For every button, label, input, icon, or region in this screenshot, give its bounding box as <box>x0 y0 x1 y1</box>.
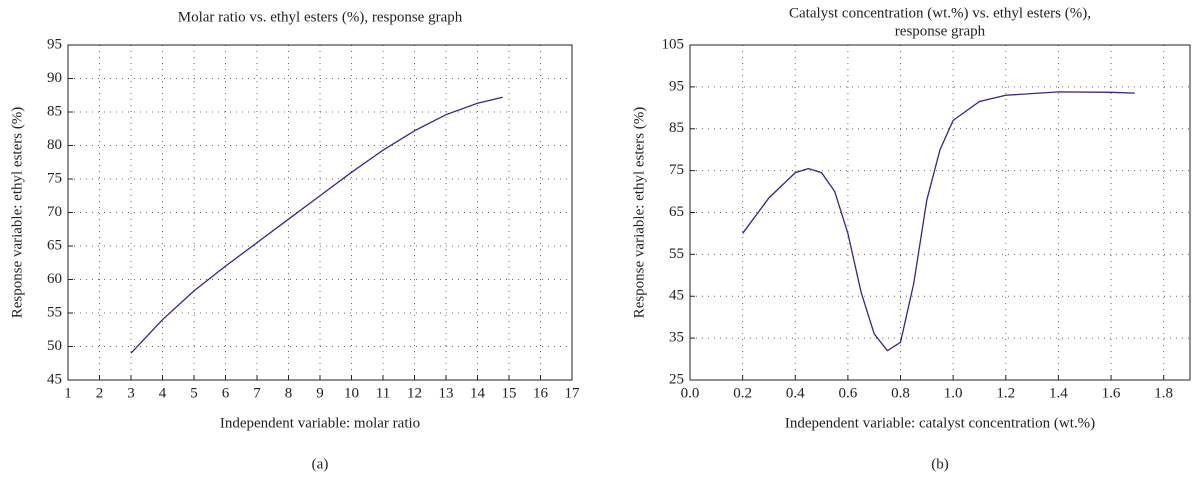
y-tick-label: 85 <box>47 103 62 119</box>
y-tick-label: 95 <box>669 78 684 94</box>
x-tick-label: 13 <box>439 385 454 401</box>
x-tick-label: 15 <box>502 385 517 401</box>
y-tick-label: 90 <box>47 70 62 86</box>
y-tick-label: 65 <box>669 204 684 220</box>
y-tick-label: 45 <box>669 288 684 304</box>
y-axis-label: Response variable: ethyl esters (%) <box>9 107 25 319</box>
chart-title: Catalyst concentration (wt.%) vs. ethyl … <box>789 5 1091 21</box>
plot-frame <box>67 44 573 381</box>
y-tick-label: 75 <box>669 162 684 178</box>
y-tick-label: 80 <box>47 137 62 153</box>
x-tick-label: 9 <box>316 385 324 401</box>
x-tick-label: 17 <box>565 385 581 401</box>
x-tick-label: 1.4 <box>1049 385 1068 401</box>
y-tick-label: 70 <box>47 204 62 220</box>
y-tick-label: 75 <box>47 170 62 186</box>
x-tick-label: 1.6 <box>1102 385 1121 401</box>
y-tick-label: 105 <box>662 36 685 52</box>
x-tick-label: 5 <box>190 385 198 401</box>
x-tick-label: 0.6 <box>839 385 858 401</box>
panel-label: (a) <box>312 456 329 472</box>
x-tick-label: 4 <box>159 385 167 401</box>
x-tick-label: 1.0 <box>944 385 963 401</box>
x-tick-label: 7 <box>253 385 261 401</box>
y-tick-label: 60 <box>47 271 62 287</box>
data-line <box>742 91 1135 352</box>
x-axis-label: Independent variable: catalyst concentra… <box>785 415 1095 431</box>
panel-label: (b) <box>931 456 949 472</box>
x-axis-label: Independent variable: molar ratio <box>220 415 420 431</box>
x-tick-label: 6 <box>222 385 230 401</box>
x-tick-label: 1.8 <box>1154 385 1173 401</box>
x-tick-label: 0.4 <box>786 385 805 401</box>
data-line <box>130 96 503 354</box>
x-tick-label: 3 <box>127 385 135 401</box>
x-tick-label: 0.0 <box>681 385 700 401</box>
x-tick-label: 8 <box>285 385 293 401</box>
y-tick-label: 45 <box>47 371 62 387</box>
y-tick-label: 85 <box>669 120 684 136</box>
x-tick-label: 16 <box>533 385 549 401</box>
x-tick-label: 1 <box>64 385 72 401</box>
x-tick-label: 0.2 <box>733 385 752 401</box>
y-tick-label: 50 <box>47 338 62 354</box>
x-tick-label: 14 <box>470 385 486 401</box>
y-tick-label: 55 <box>669 246 684 262</box>
y-tick-label: 35 <box>669 330 684 346</box>
chart-title: Molar ratio vs. ethyl esters (%), respon… <box>178 9 463 25</box>
plot-frame <box>689 44 1191 381</box>
x-tick-label: 10 <box>344 385 359 401</box>
x-tick-label: 11 <box>376 385 390 401</box>
y-tick-label: 25 <box>669 371 684 387</box>
x-tick-label: 2 <box>96 385 104 401</box>
x-tick-label: 0.8 <box>891 385 910 401</box>
y-tick-label: 95 <box>47 36 62 52</box>
x-tick-label: 12 <box>407 385 422 401</box>
y-tick-label: 65 <box>47 237 62 253</box>
chart-title: response graph <box>895 23 986 39</box>
y-axis-label: Response variable: ethyl esters (%) <box>631 107 647 319</box>
y-tick-label: 55 <box>47 304 62 320</box>
x-tick-label: 1.2 <box>996 385 1015 401</box>
